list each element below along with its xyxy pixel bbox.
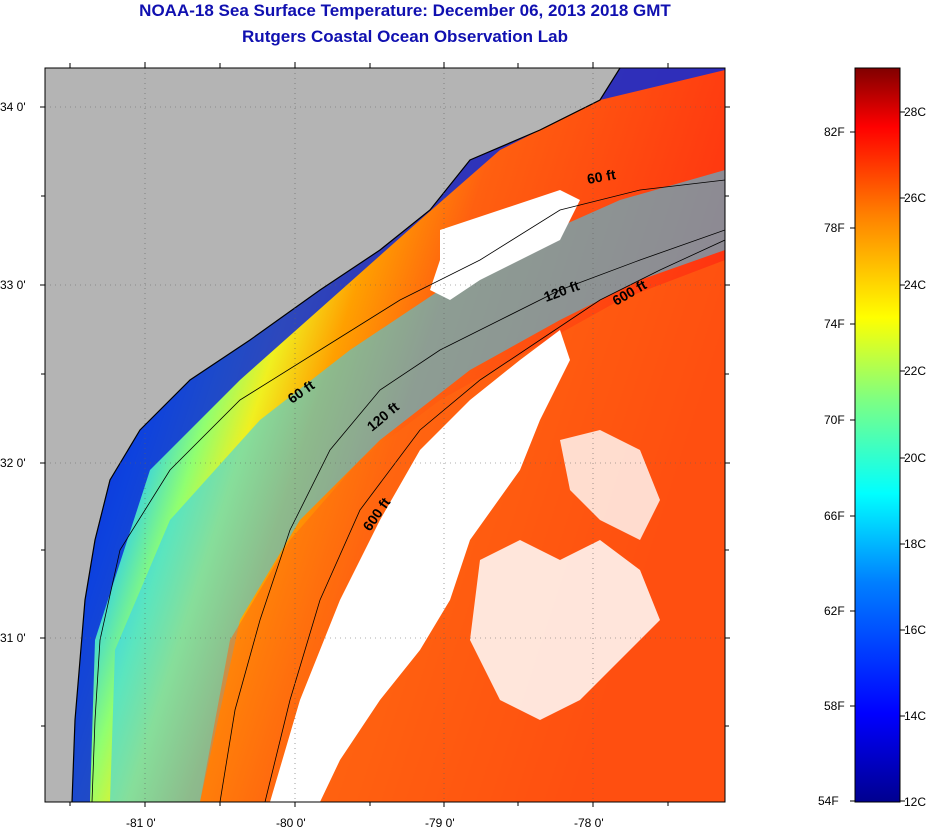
cloud-mask [560, 430, 660, 540]
latitude-label: 34 0' [0, 100, 26, 114]
colorbar-label-c: 28C [904, 105, 927, 119]
cloud-mask [270, 330, 570, 802]
longitude-label: -79 0' [425, 816, 455, 830]
longitude-label: -80 0' [276, 816, 306, 830]
coastline [71, 68, 621, 802]
colorbar-label-f: 66F [824, 509, 845, 523]
colorbar-label-f: 74F [824, 317, 845, 331]
longitude-label: -81 0' [126, 816, 156, 830]
colorbar-label-c: 14C [904, 709, 927, 723]
colorbar-label-c: 24C [904, 278, 927, 292]
map-frame [44, 67, 726, 803]
latitude-label: 31 0' [0, 631, 26, 645]
latitude-label: 33 0' [0, 278, 26, 292]
axis-ticks [40, 62, 730, 807]
colorbar-label-f: 70F [824, 413, 845, 427]
colorbar-label-f: 54F [818, 794, 839, 808]
colorbar-label-c: 26C [904, 191, 927, 205]
colorbar-label-f: 78F [824, 221, 845, 235]
land-mass [45, 68, 620, 802]
colorbar-ticks [850, 111, 905, 802]
colorbar-label-f: 82F [824, 125, 845, 139]
colorbar-label-f: 58F [824, 699, 845, 713]
colorbar-label-c: 12C [904, 795, 927, 809]
isobath-120ft [219, 229, 725, 802]
transition-water [110, 170, 725, 802]
colorbar-label-f: 62F [824, 604, 845, 618]
colorbar-label-c: 20C [904, 451, 927, 465]
map-title: NOAA-18 Sea Surface Temperature: Decembe… [139, 1, 671, 20]
isobath-60ft [91, 179, 725, 802]
colorbar-label-c: 18C [904, 537, 927, 551]
colorbar [854, 67, 901, 803]
latitude-label: 32 0' [0, 456, 26, 470]
colorbar-label-c: 22C [904, 364, 927, 378]
colorbar-label-c: 16C [904, 623, 927, 637]
cloud-mask [470, 540, 660, 720]
graticule [45, 68, 725, 802]
isobath-label-60ft: 60 ft [586, 166, 617, 187]
cloud-mask [430, 190, 580, 300]
map-subtitle: Rutgers Coastal Ocean Observation Lab [242, 27, 568, 46]
longitude-label: -78 0' [574, 816, 604, 830]
